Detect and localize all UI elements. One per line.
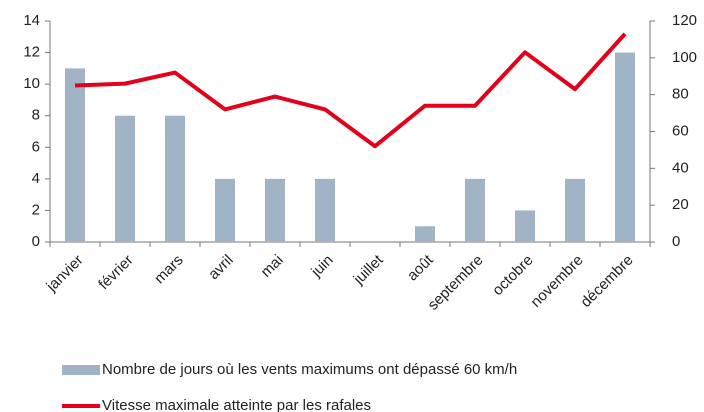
x-tick-label: novembre [527,252,586,311]
y2-tick-label: 20 [672,196,689,213]
bar [565,178,585,242]
legend-swatch [62,365,100,375]
x-tick-label: mai [258,252,287,281]
y2-tick-label: 80 [672,86,689,103]
y2-tick-label: 40 [672,159,689,176]
bar [215,178,235,242]
x-tick-label: janvier [43,252,87,296]
bar [315,178,335,242]
y-tick-label: 2 [32,201,40,218]
bar [115,115,135,242]
y-tick-label: 8 [32,107,40,124]
line [74,32,627,149]
x-tick-label: mars [151,252,187,288]
bar [265,178,285,242]
y2-tick-label: 0 [672,233,680,250]
x-tick-label: décembre [577,252,636,311]
y-tick-label: 6 [32,138,40,155]
x-tick-label: juin [307,252,336,281]
y-tick-label: 4 [32,170,40,187]
bar [465,178,485,242]
x-tick-label: juillet [350,251,387,288]
bar [65,68,85,242]
y-tick-label: 10 [23,75,40,92]
y2-tick-label: 60 [672,122,689,139]
legend-label: Nombre de jours où les vents maximums on… [102,361,517,378]
x-tick-label: août [404,251,437,284]
y-tick-label: 14 [23,12,40,29]
bar [515,210,535,242]
bar [415,226,435,242]
x-tick-label: avril [205,252,236,283]
bar [165,115,185,242]
y2-tick-label: 120 [672,12,697,29]
x-tick-label: octobre [489,252,536,299]
y2-tick-label: 100 [672,49,697,66]
y-tick-label: 12 [23,44,40,61]
x-tick-label: février [95,252,136,293]
legend-label: Vitesse maximale atteinte par les rafale… [102,397,371,412]
y-tick-label: 0 [32,233,40,250]
bar [615,52,635,243]
